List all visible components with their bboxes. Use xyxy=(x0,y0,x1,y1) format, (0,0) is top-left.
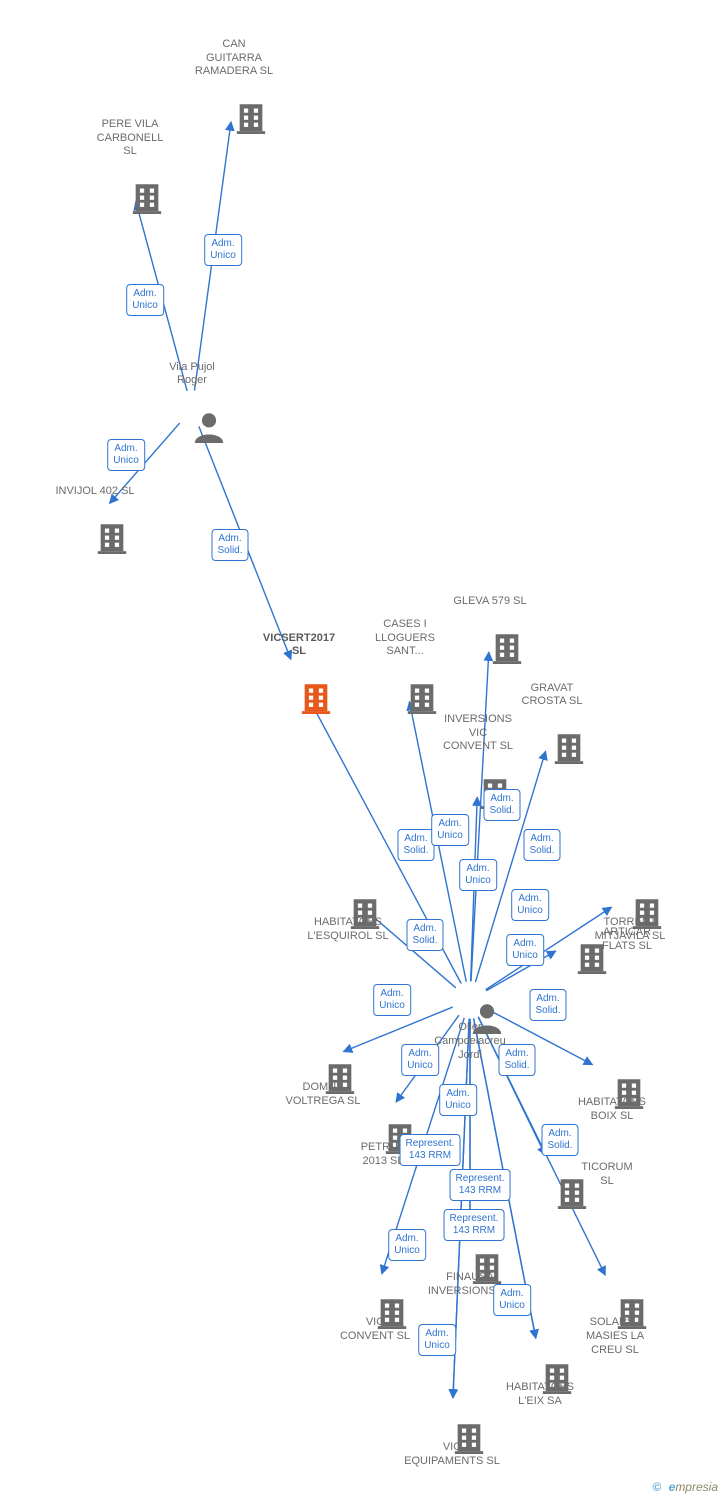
node-label: CASES I LLOGUERS SANT... xyxy=(375,618,435,659)
node-label: Vila Pujol Roger xyxy=(169,361,215,389)
node-label: INVIJOL 402 SL xyxy=(55,485,134,499)
node-label: SOLARS I MASIES LA CREU SL xyxy=(586,1316,644,1357)
node-label: GLEVA 579 SL xyxy=(453,595,526,609)
edge-label: Adm. Solid. xyxy=(498,1044,535,1076)
edge-label: Adm. Unico xyxy=(401,1044,439,1076)
node-label: Oller Campdelacreu Jordi xyxy=(434,1021,506,1062)
edge-label: Adm. Unico xyxy=(373,984,411,1016)
edge-label: Adm. Unico xyxy=(388,1229,426,1261)
network-svg xyxy=(0,0,728,1500)
watermark-text: mpresia xyxy=(675,1480,718,1494)
edge-label: Adm. Unico xyxy=(126,284,164,316)
edge-label: Represent. 143 RRM xyxy=(450,1169,511,1201)
node-label: CAN GUITARRA RAMADERA SL xyxy=(195,38,273,79)
node-label: INVERSIONS VIC CONVENT SL xyxy=(443,713,513,754)
edge-label: Adm. Unico xyxy=(107,439,145,471)
node-label: VIC CONVENT SL xyxy=(340,1316,410,1344)
node-label: PERE VILA CARBONELL SL xyxy=(97,118,164,159)
edge-label: Adm. Unico xyxy=(506,934,544,966)
node-label: HABITATGES BOIX SL xyxy=(578,1096,646,1124)
node-label: VIC EQUIPAMENTS SL xyxy=(404,1441,500,1469)
edge-label: Adm. Unico xyxy=(431,814,469,846)
edge-label: Adm. Unico xyxy=(493,1284,531,1316)
edge-label: Adm. Unico xyxy=(418,1324,456,1356)
edge-label: Adm. Solid. xyxy=(529,989,566,1021)
edge-label: Adm. Solid. xyxy=(541,1124,578,1156)
node-label: VICSERT2017 SL xyxy=(263,632,335,660)
edge-label: Adm. Solid. xyxy=(211,529,248,561)
edge-label: Represent. 143 RRM xyxy=(400,1134,461,1166)
edge-label: Adm. Solid. xyxy=(483,789,520,821)
edge-label: Adm. Unico xyxy=(204,234,242,266)
edge-label: Represent. 143 RRM xyxy=(444,1209,505,1241)
watermark: © empresia xyxy=(652,1480,718,1494)
node-label: TICORUM SL xyxy=(581,1161,632,1189)
edge-label: Adm. Solid. xyxy=(523,829,560,861)
edge-label: Adm. Solid. xyxy=(406,919,443,951)
watermark-symbol: © xyxy=(652,1480,661,1494)
edge-label: Adm. Unico xyxy=(439,1084,477,1116)
node-label: ARTICAR FLATS SL xyxy=(602,926,652,954)
node-label: HABITATGES L'EIX SA xyxy=(506,1381,574,1409)
edge-label: Adm. Unico xyxy=(459,859,497,891)
edge-label: Adm. Unico xyxy=(511,889,549,921)
node-label: GRAVAT CROSTA SL xyxy=(522,682,583,710)
node-label: DOMUS VOLTREGA SL xyxy=(286,1081,361,1109)
node-label: HABITATGES L'ESQUIROL SL xyxy=(307,916,388,944)
edge-label: Adm. Solid. xyxy=(397,829,434,861)
